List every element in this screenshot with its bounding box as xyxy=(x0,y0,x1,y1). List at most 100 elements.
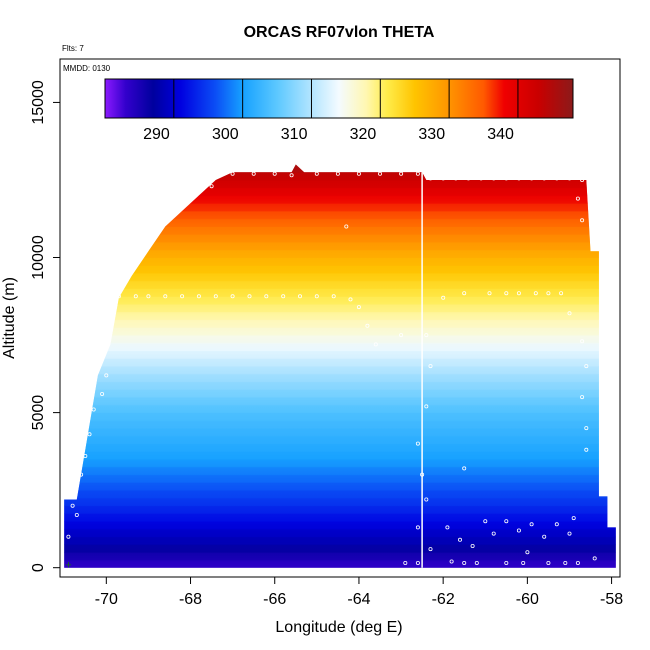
flight-point xyxy=(441,176,446,181)
theta-band xyxy=(64,203,616,212)
flight-point xyxy=(348,297,353,302)
theta-band xyxy=(64,528,616,538)
flight-point xyxy=(314,294,319,299)
flight-point xyxy=(335,171,340,176)
theta-band xyxy=(64,319,616,328)
flight-point xyxy=(314,171,319,176)
flight-point xyxy=(554,176,559,181)
flight-point xyxy=(567,531,572,536)
theta-band xyxy=(64,474,616,483)
theta-band xyxy=(64,521,616,530)
flight-point xyxy=(487,291,492,296)
flight-point xyxy=(424,497,429,502)
flight-point xyxy=(272,171,277,176)
origin-marker: + xyxy=(65,560,71,572)
theta-band xyxy=(64,257,616,266)
plot-area: + xyxy=(64,164,616,572)
flight-point xyxy=(516,176,521,181)
flight-point xyxy=(542,534,547,539)
flight-point xyxy=(462,561,467,566)
x-tick-label: -60 xyxy=(516,591,539,608)
theta-band xyxy=(64,513,616,522)
theta-band xyxy=(64,404,616,414)
flight-point xyxy=(100,391,105,396)
flight-point xyxy=(584,447,589,452)
theta-band xyxy=(64,327,616,336)
flight-point xyxy=(546,561,551,566)
flight-point xyxy=(66,534,71,539)
theta-band xyxy=(64,296,616,305)
flight-point xyxy=(504,519,509,524)
flight-point xyxy=(365,323,370,328)
flight-point xyxy=(580,395,585,400)
flight-point xyxy=(163,294,168,299)
theta-band xyxy=(64,358,616,367)
flight-point xyxy=(230,294,235,299)
flight-point xyxy=(462,466,467,471)
theta-band xyxy=(64,311,616,321)
theta-bands xyxy=(64,164,616,568)
flight-point xyxy=(428,176,433,181)
theta-band xyxy=(64,451,616,460)
flight-point xyxy=(424,404,429,409)
flight-point xyxy=(196,294,201,299)
flight-track-points xyxy=(66,171,597,566)
theta-band xyxy=(64,381,616,390)
flight-point xyxy=(428,364,433,369)
flight-point xyxy=(74,513,79,518)
theta-band xyxy=(64,195,616,204)
theta-band xyxy=(64,179,616,189)
flight-point xyxy=(470,544,475,549)
flight-point xyxy=(580,339,585,344)
theta-band xyxy=(64,265,616,274)
chart-title: ORCAS RF07vlon THETA xyxy=(244,24,435,41)
flight-point xyxy=(504,291,509,296)
flight-point xyxy=(403,561,408,566)
theta-band xyxy=(64,218,616,227)
flight-point xyxy=(428,547,433,552)
colorbar-ramp xyxy=(104,78,574,119)
theta-band xyxy=(64,366,616,375)
flight-point xyxy=(264,294,269,299)
flight-point xyxy=(457,537,462,542)
theta-band xyxy=(64,242,616,251)
theta-band xyxy=(64,428,616,437)
flight-point xyxy=(104,373,109,378)
flight-point xyxy=(571,516,576,521)
colorbar-tick-label-290: 290 xyxy=(143,126,170,143)
flight-point xyxy=(491,176,496,181)
flight-point xyxy=(344,224,349,229)
x-tick-label: -68 xyxy=(179,591,202,608)
flight-point xyxy=(251,171,256,176)
flight-point xyxy=(297,294,302,299)
flight-point xyxy=(580,177,585,182)
theta-band xyxy=(64,342,616,352)
colorbar-tick-label-320: 320 xyxy=(350,126,377,143)
theta-band xyxy=(64,420,616,429)
theta-band xyxy=(64,412,616,421)
flight-point xyxy=(567,176,572,181)
theta-band xyxy=(64,397,616,406)
flight-point xyxy=(533,291,538,296)
theta-band xyxy=(64,505,616,514)
y-axis-label: Altitude (m) xyxy=(1,277,18,359)
theta-band xyxy=(64,226,616,235)
flight-point xyxy=(474,561,479,566)
flight-point xyxy=(399,171,404,176)
flight-point xyxy=(209,184,214,189)
flight-point xyxy=(415,441,420,446)
theta-band xyxy=(64,482,616,491)
flight-point xyxy=(483,519,488,524)
theta-band xyxy=(64,164,616,173)
flight-point xyxy=(529,522,534,527)
flight-point xyxy=(529,176,534,181)
flight-point xyxy=(504,176,509,181)
theta-band xyxy=(64,350,616,359)
flight-point xyxy=(445,525,450,530)
mmdd-label: MMDD: 0130 xyxy=(63,64,111,73)
flight-point xyxy=(479,176,484,181)
flight-point xyxy=(133,294,138,299)
theta-band xyxy=(64,466,616,476)
theta-band xyxy=(64,497,616,507)
